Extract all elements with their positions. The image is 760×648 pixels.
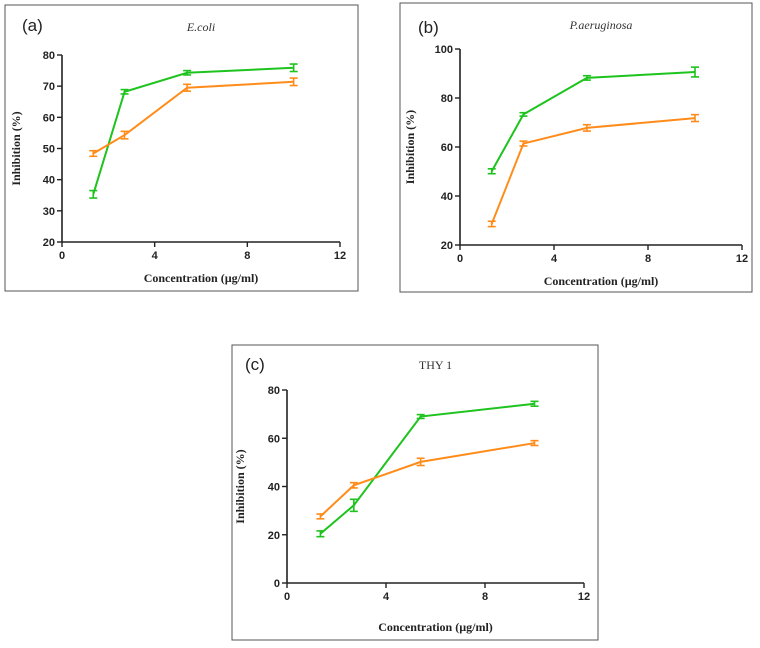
- y-tick-label: 80: [441, 93, 453, 105]
- error-bar-orange: [487, 220, 496, 228]
- y-tick-label: 40: [43, 175, 55, 187]
- series-line-orange: [92, 80, 294, 155]
- panel-frame: [4, 4, 359, 292]
- y-tick-label: 20: [441, 240, 453, 252]
- x-tick-label: 8: [244, 250, 250, 262]
- panel-label: (b): [418, 18, 439, 37]
- chart-panel-1: (b) P.aeruginosa 0 4 8 12 20 40 60 80 100 Concentra…: [399, 2, 753, 293]
- x-tick-label: 0: [457, 253, 463, 265]
- error-bar-orange: [289, 77, 298, 87]
- y-tick-label: 60: [268, 433, 280, 445]
- y-axis-label: Inhibition (%): [403, 110, 417, 184]
- error-bar-orange: [530, 439, 539, 447]
- error-bar-orange: [691, 113, 699, 123]
- y-tick-label: 20: [43, 237, 55, 249]
- x-tick-label: 4: [383, 591, 390, 603]
- x-tick-label: 4: [551, 253, 558, 265]
- y-tick-label: 70: [43, 81, 55, 93]
- error-bar-orange: [349, 481, 358, 489]
- y-tick-label: 0: [274, 578, 280, 590]
- error-bar-green: [691, 66, 699, 78]
- x-tick-label: 4: [152, 250, 159, 262]
- x-tick-label: 12: [578, 591, 590, 603]
- x-tick-label: 12: [334, 250, 346, 262]
- panel-frame: [399, 2, 753, 293]
- panel-label: (c): [245, 355, 265, 374]
- y-tick-label: 30: [43, 206, 55, 218]
- error-bar-green: [183, 69, 192, 76]
- series-line-green: [92, 66, 294, 195]
- chart-title: E.coli: [186, 20, 215, 34]
- y-tick-label: 20: [268, 530, 280, 542]
- error-bar-orange: [316, 513, 325, 520]
- y-tick-label: 100: [435, 44, 453, 56]
- y-tick-label: 80: [43, 50, 55, 62]
- error-bar-orange: [416, 457, 425, 467]
- y-axis-label: Inhibition (%): [9, 111, 23, 185]
- error-bar-green: [316, 530, 325, 538]
- x-tick-label: 8: [645, 253, 651, 265]
- y-tick-label: 40: [268, 482, 280, 494]
- error-bar-green: [89, 189, 98, 199]
- error-bar-orange: [183, 83, 192, 92]
- error-bar-green: [349, 498, 358, 513]
- error-bar-orange: [582, 123, 591, 132]
- y-axis-label: Inhibition (%): [233, 449, 247, 523]
- chart-panel-0: (a) E.coli 0 4 8 12 20 30 40 50 60 70 80 Concentratio…: [4, 4, 359, 292]
- series-line-green: [490, 71, 696, 172]
- series-line-orange: [319, 442, 535, 518]
- y-tick-label: 60: [441, 142, 453, 154]
- x-tick-label: 0: [59, 250, 65, 262]
- x-tick-label: 8: [482, 591, 488, 603]
- series-line-green: [319, 402, 535, 535]
- x-tick-label: 0: [284, 591, 290, 603]
- error-bar-green: [289, 63, 298, 73]
- y-tick-label: 40: [441, 191, 453, 203]
- series-line-orange: [490, 117, 696, 225]
- error-bar-green: [120, 88, 129, 95]
- x-axis-label: Concentration (µg/ml): [544, 274, 659, 288]
- error-bar-green: [487, 168, 496, 175]
- chart-title: THY 1: [419, 358, 452, 372]
- error-bar-orange: [89, 149, 98, 158]
- error-bar-green: [519, 111, 528, 117]
- chart-panel-2: (c) THY 1 0 4 8 12 0 20 40 60 80 Concentration (µg/…: [231, 344, 599, 641]
- error-bar-green: [582, 74, 591, 81]
- chart-title: P.aeruginosa: [569, 18, 633, 32]
- x-axis-label: Concentration (µg/ml): [144, 271, 259, 285]
- x-tick-label: 12: [736, 253, 748, 265]
- y-tick-label: 50: [43, 144, 55, 156]
- x-axis-label: Concentration (µg/ml): [378, 620, 493, 634]
- error-bar-green: [416, 413, 425, 420]
- error-bar-orange: [519, 140, 528, 147]
- panel-label: (a): [22, 16, 43, 35]
- y-tick-label: 60: [43, 112, 55, 124]
- y-tick-label: 80: [268, 385, 280, 397]
- error-bar-green: [530, 400, 539, 407]
- error-bar-orange: [120, 130, 129, 140]
- panel-frame: [231, 344, 599, 641]
